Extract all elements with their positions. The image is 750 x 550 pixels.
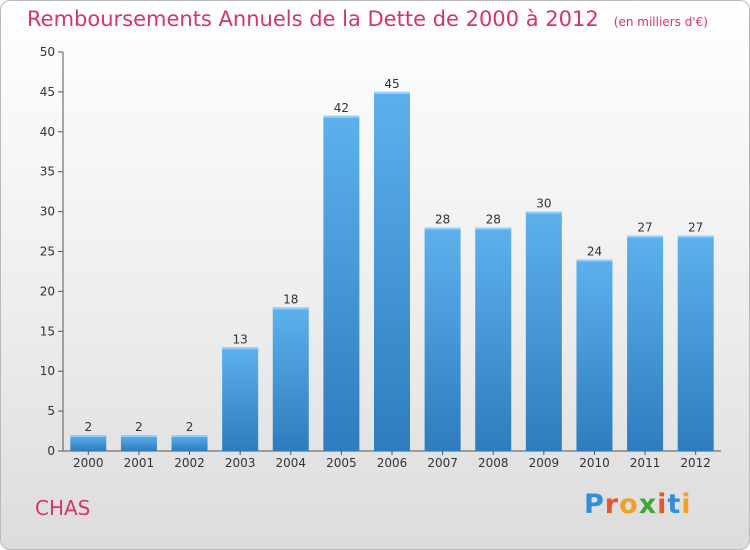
logo-letter: P	[584, 489, 605, 520]
x-tick-label: 2004	[275, 456, 306, 470]
x-tick-label: 2000	[73, 456, 104, 470]
bar-value-label: 27	[637, 221, 652, 235]
x-tick-label: 2008	[478, 456, 509, 470]
bar-highlight	[677, 235, 714, 238]
x-tick-label: 2007	[427, 456, 458, 470]
bar-value-label: 27	[688, 221, 703, 235]
x-tick-label: 2009	[529, 456, 560, 470]
bar-highlight	[424, 227, 461, 230]
logo-letter: i	[681, 489, 692, 520]
y-tick-label: 45	[40, 85, 55, 99]
bar	[171, 435, 208, 451]
bar	[272, 307, 309, 451]
bar-highlight	[475, 227, 512, 230]
chart-title: Remboursements Annuels de la Dette de 20…	[27, 7, 599, 31]
bar	[120, 435, 157, 451]
y-tick-label: 20	[40, 284, 55, 298]
bar-highlight	[525, 211, 562, 214]
bar-value-label: 42	[334, 101, 349, 115]
x-tick-label: 2003	[225, 456, 256, 470]
bar-value-label: 2	[135, 420, 143, 434]
bar	[576, 259, 613, 451]
bar	[525, 211, 562, 451]
y-tick-label: 25	[40, 245, 55, 259]
logo-letter: o	[619, 489, 639, 520]
x-tick-label: 2006	[377, 456, 408, 470]
y-tick-label: 50	[40, 45, 55, 59]
bar-highlight	[627, 235, 664, 238]
x-tick-label: 2012	[680, 456, 711, 470]
y-tick-label: 5	[47, 404, 55, 418]
y-tick-label: 30	[40, 205, 55, 219]
bar	[222, 347, 259, 451]
bar-value-label: 28	[486, 213, 501, 227]
logo-letter: x	[638, 489, 658, 520]
title-row: Remboursements Annuels de la Dette de 20…	[27, 7, 708, 31]
logo-letter: i	[657, 489, 668, 520]
x-tick-label: 2011	[630, 456, 661, 470]
logo-letter: t	[667, 489, 682, 520]
y-tick-label: 35	[40, 165, 55, 179]
bar-highlight	[70, 435, 107, 438]
bar	[627, 235, 664, 451]
bar-value-label: 2	[84, 420, 92, 434]
bar-value-label: 13	[233, 332, 248, 346]
x-tick-label: 2002	[174, 456, 205, 470]
bar-value-label: 24	[587, 244, 602, 258]
bar-value-label: 30	[536, 197, 551, 211]
bar	[475, 227, 512, 451]
y-tick-label: 10	[40, 364, 55, 378]
x-tick-label: 2001	[124, 456, 155, 470]
bar-highlight	[374, 91, 410, 94]
bar-value-label: 18	[283, 292, 298, 306]
y-tick-label: 0	[47, 444, 55, 458]
x-tick-label: 2010	[579, 456, 610, 470]
bar-highlight	[272, 307, 309, 310]
chart-subtitle: (en milliers d'€)	[613, 15, 708, 29]
bar-highlight	[323, 115, 360, 118]
bar	[323, 115, 360, 451]
bar	[374, 91, 410, 452]
bar-highlight	[120, 435, 157, 438]
bar-highlight	[171, 435, 208, 438]
logo-letter: r	[604, 489, 620, 520]
bar-value-label: 45	[384, 77, 399, 91]
y-tick-label: 15	[40, 324, 55, 338]
bar-value-label: 2	[186, 420, 194, 434]
bar	[70, 435, 107, 451]
bar-value-label: 28	[435, 213, 450, 227]
x-tick-label: 2005	[326, 456, 357, 470]
bar	[677, 235, 714, 451]
bar	[424, 227, 461, 451]
proxiti-logo: Proxiti	[584, 489, 692, 520]
y-tick-label: 40	[40, 125, 55, 139]
commune-name: CHAS	[35, 496, 91, 520]
bar-highlight	[576, 259, 613, 262]
bar-highlight	[222, 347, 259, 350]
